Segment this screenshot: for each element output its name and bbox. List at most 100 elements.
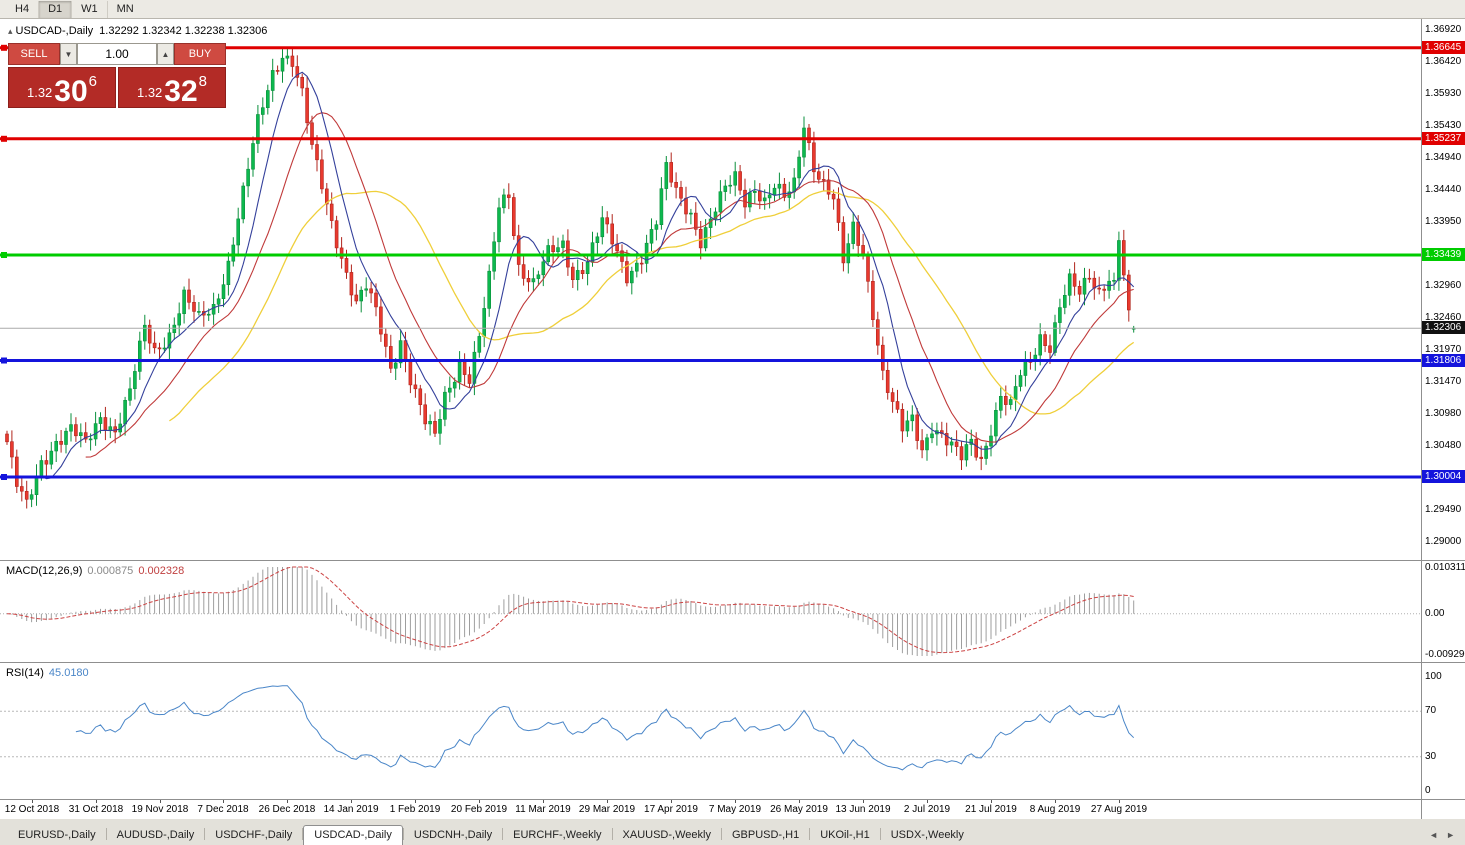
price-axis-tick: 1.30980 — [1425, 408, 1462, 419]
date-label: 20 Feb 2019 — [450, 804, 508, 815]
date-tick — [735, 800, 736, 803]
date-axis[interactable]: 12 Oct 2018 31 Oct 2018 19 Nov 2018 7 Dec 2… — [0, 800, 1421, 819]
sell-button[interactable]: SELL — [8, 43, 60, 65]
bottom-tab-usdchf-daily[interactable]: USDCHF-,Daily — [215, 829, 293, 841]
macd-main-value: 0.000875 — [87, 565, 134, 577]
tab-separator — [502, 828, 504, 840]
date-tick — [415, 800, 416, 803]
bid-fraction: 6 — [88, 73, 98, 90]
bottom-tab-audusd-daily[interactable]: AUDUSD-,Daily — [116, 829, 195, 841]
rsi-axis[interactable]: 100 70 30 0 — [1422, 663, 1465, 799]
price-level-label: 1.30004 — [1422, 470, 1465, 483]
tab-separator — [204, 828, 206, 840]
tab-separator — [611, 828, 613, 840]
chart-title: ▴ USDCAD-,Daily 1.32292 1.32342 1.32238 1.… — [8, 25, 267, 37]
rsi-name: RSI(14) — [6, 667, 44, 679]
line-drag-handle[interactable] — [1, 135, 7, 142]
rsi-axis-tick: 70 — [1425, 705, 1437, 716]
date-label: 19 Nov 2018 — [131, 804, 189, 815]
date-tick — [479, 800, 480, 803]
candlestick-chart-canvas[interactable] — [0, 19, 1421, 560]
date-tick — [96, 800, 97, 803]
tab-scroll-left-icon[interactable]: ◄ — [1429, 830, 1439, 840]
date-tick — [863, 800, 864, 803]
volume-decrease-button[interactable]: ▼ — [60, 43, 77, 65]
pane-divider — [0, 799, 1465, 800]
rsi-axis-tick: 100 — [1425, 671, 1442, 682]
bottom-tab-usdcad-daily[interactable]: USDCAD-,Daily — [303, 825, 403, 845]
date-label: 31 Oct 2018 — [68, 804, 124, 815]
date-label: 2 Jul 2019 — [903, 804, 951, 815]
price-level-label: 1.36645 — [1422, 41, 1465, 54]
bid-price-box[interactable]: 1.32 30 6 — [8, 67, 116, 108]
bottom-tab-gbpusd-h1[interactable]: GBPUSD-,H1 — [731, 829, 800, 841]
line-drag-handle[interactable] — [1, 357, 7, 364]
timeframe-w1-button[interactable]: W1 — [71, 0, 107, 18]
chart-symbol-label: USDCAD-,Daily — [15, 25, 94, 37]
date-label: 14 Jan 2019 — [323, 804, 379, 815]
timeframe-toolbar: H4 D1 W1 MN — [0, 0, 1465, 19]
price-axis-tick: 1.34940 — [1425, 152, 1462, 163]
pane-divider[interactable] — [0, 662, 1465, 663]
date-label: 12 Oct 2018 — [4, 804, 60, 815]
macd-indicator-canvas[interactable] — [0, 561, 1421, 662]
line-drag-handle[interactable] — [1, 474, 7, 480]
date-label: 29 Mar 2019 — [578, 804, 636, 815]
date-label: 26 Dec 2018 — [258, 804, 316, 815]
price-axis-tick: 1.33950 — [1425, 216, 1462, 227]
date-tick — [32, 800, 33, 803]
timeframe-h4-button[interactable]: H4 — [6, 1, 38, 18]
rsi-indicator-canvas[interactable] — [0, 663, 1421, 799]
price-axis-tick: 1.32960 — [1425, 280, 1462, 291]
pane-divider[interactable] — [0, 560, 1465, 561]
price-axis-tick: 1.31970 — [1425, 344, 1462, 355]
volume-input[interactable] — [77, 43, 157, 65]
price-axis-border — [1421, 19, 1422, 819]
rsi-value: 45.0180 — [48, 667, 89, 679]
price-axis-tick: 1.36420 — [1425, 56, 1462, 67]
macd-axis-tick: 0.00 — [1425, 608, 1445, 619]
timeframe-mn-button[interactable]: MN — [106, 0, 143, 18]
date-tick — [799, 800, 800, 803]
price-axis-tick: 1.32460 — [1425, 312, 1462, 323]
collapse-panel-icon[interactable]: ▴ — [8, 26, 13, 36]
tab-separator — [879, 828, 881, 840]
volume-increase-button[interactable]: ▲ — [157, 43, 174, 65]
macd-signal-line — [6, 566, 1134, 654]
date-label: 8 Aug 2019 — [1029, 804, 1081, 815]
macd-axis-tick: 0.010311 — [1425, 562, 1465, 573]
bottom-tab-xauusd-weekly[interactable]: XAUUSD-,Weekly — [622, 829, 711, 841]
bottom-tab-eurchf-weekly[interactable]: EURCHF-,Weekly — [513, 829, 602, 841]
date-tick — [543, 800, 544, 803]
ask-prefix: 1.32 — [136, 85, 163, 100]
tab-scroll-right-icon[interactable]: ► — [1446, 830, 1455, 840]
date-tick — [927, 800, 928, 803]
timeframe-d1-button[interactable]: D1 — [38, 0, 72, 18]
macd-name: MACD(12,26,9) — [6, 565, 83, 577]
tab-scroll-arrows: ◄ ► — [1429, 830, 1465, 845]
date-label: 13 Jun 2019 — [835, 804, 891, 815]
tab-separator — [809, 828, 811, 840]
price-axis[interactable]: 1.36920 1.36420 1.35930 1.35430 1.34940 1.344… — [1422, 19, 1465, 560]
bottom-tab-usdx-weekly[interactable]: USDX-,Weekly — [890, 829, 964, 841]
buy-button[interactable]: BUY — [174, 43, 226, 65]
price-axis-tick: 1.31470 — [1425, 376, 1462, 387]
date-label: 17 Apr 2019 — [644, 804, 698, 815]
macd-signal-value: 0.002328 — [138, 565, 185, 577]
price-level-label: 1.33439 — [1422, 248, 1465, 261]
line-drag-handle[interactable] — [1, 44, 7, 51]
macd-axis-tick: -0.0092903 — [1425, 649, 1465, 660]
bottom-tab-ukoil-h1[interactable]: UKOil-,H1 — [820, 829, 870, 841]
moving-average-line — [169, 190, 1135, 422]
price-axis-tick: 1.35930 — [1425, 88, 1462, 99]
ask-price-box[interactable]: 1.32 32 8 — [118, 67, 226, 108]
price-axis-tick: 1.29000 — [1425, 536, 1462, 547]
date-tick — [1119, 800, 1120, 803]
ask-fraction: 8 — [198, 73, 208, 90]
bottom-tab-usdcnh-daily[interactable]: USDCNH-,Daily — [413, 829, 493, 841]
line-drag-handle[interactable] — [1, 252, 7, 258]
bottom-tab-eurusd-daily[interactable]: EURUSD-,Daily — [18, 829, 96, 841]
macd-axis[interactable]: 0.010311 0.00 -0.0092903 — [1422, 561, 1465, 662]
price-axis-tick: 1.29490 — [1425, 504, 1462, 515]
